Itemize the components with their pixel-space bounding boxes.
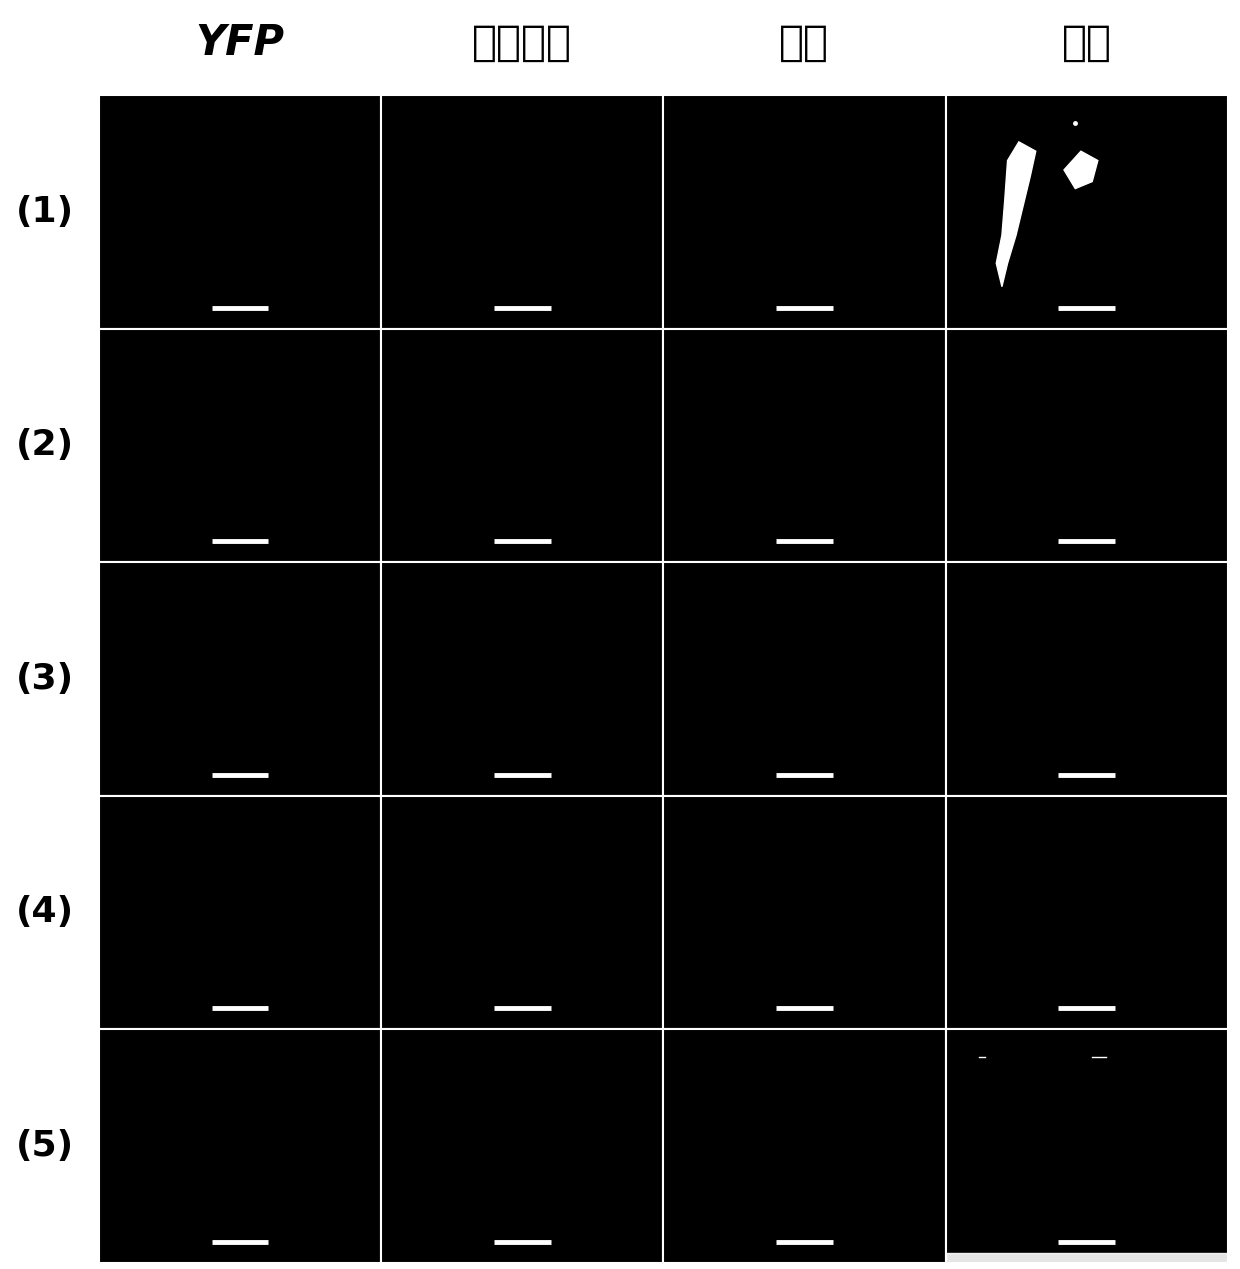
Text: (2): (2) xyxy=(16,429,73,462)
Text: 融合: 融合 xyxy=(780,22,830,63)
Polygon shape xyxy=(1064,151,1097,189)
Text: (4): (4) xyxy=(16,896,73,929)
Text: 明场: 明场 xyxy=(1061,22,1111,63)
Text: (3): (3) xyxy=(16,662,73,695)
Text: (1): (1) xyxy=(16,195,73,228)
Polygon shape xyxy=(996,142,1035,287)
Text: YFP: YFP xyxy=(196,22,285,63)
Text: (5): (5) xyxy=(16,1129,73,1162)
Text: 自发荧光: 自发荧光 xyxy=(472,22,573,63)
